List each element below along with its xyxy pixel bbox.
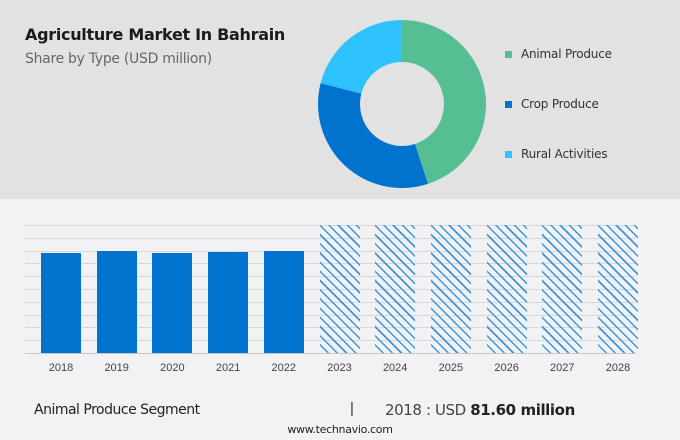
x-axis-label: 2025 [438, 362, 464, 374]
legend-item-animal-produce: Animal Produce [505, 47, 612, 61]
bar-chart: 2018 2019 2020 2021 2022 2023 2024 2025 2026 2027… [25, 215, 655, 380]
bar-2024 [375, 225, 416, 353]
legend-swatch-icon [505, 100, 512, 108]
bar-2023 [319, 225, 360, 353]
bar-2021 [208, 252, 249, 353]
donut-slice-animal-produce [402, 20, 486, 184]
bar-2025 [430, 225, 471, 353]
summary-panel: Agriculture Market In Bahrain Share by T… [0, 0, 680, 199]
x-axis-label: 2024 [382, 362, 408, 374]
bar-2026 [486, 225, 527, 353]
bar-2028 [598, 225, 638, 353]
donut-chart [318, 20, 486, 188]
x-axis-label: 2028 [605, 362, 631, 374]
x-axis-label: 2021 [215, 362, 241, 374]
x-axis-label: 2027 [550, 362, 575, 374]
footer-separator: | [350, 400, 354, 417]
x-axis-baseline [25, 353, 636, 354]
segment-value: 2018 : USD 81.60 million [385, 401, 575, 419]
x-axis-label: 2020 [160, 362, 185, 374]
chart-title: Agriculture Market In Bahrain [25, 25, 285, 44]
legend-swatch-icon [505, 150, 512, 158]
bar-2020 [152, 252, 193, 353]
bar-2027 [542, 225, 583, 353]
bar-2022 [263, 251, 304, 353]
legend-label: Animal Produce [521, 47, 612, 61]
x-axis-label: 2018 [48, 362, 74, 374]
legend-swatch-icon [505, 50, 512, 58]
source-link[interactable]: www.technavio.com [287, 423, 393, 436]
chart-subtitle: Share by Type (USD million) [25, 51, 212, 67]
legend-item-crop-produce: Crop Produce [505, 97, 599, 111]
segment-value-amount: 81.60 million [470, 401, 575, 419]
x-axis-label: 2023 [327, 362, 352, 374]
x-axis-label: 2019 [104, 362, 129, 374]
segment-value-prefix: 2018 : USD [385, 401, 466, 419]
x-axis-label: 2026 [494, 362, 519, 374]
x-axis-label: 2022 [271, 362, 297, 374]
legend-label: Rural Activities [521, 147, 608, 161]
bar-2018 [41, 252, 81, 353]
bar-2019 [96, 251, 137, 353]
segment-label: Animal Produce Segment [34, 402, 200, 418]
legend-item-rural-activities: Rural Activities [505, 147, 608, 161]
legend-label: Crop Produce [521, 97, 599, 111]
